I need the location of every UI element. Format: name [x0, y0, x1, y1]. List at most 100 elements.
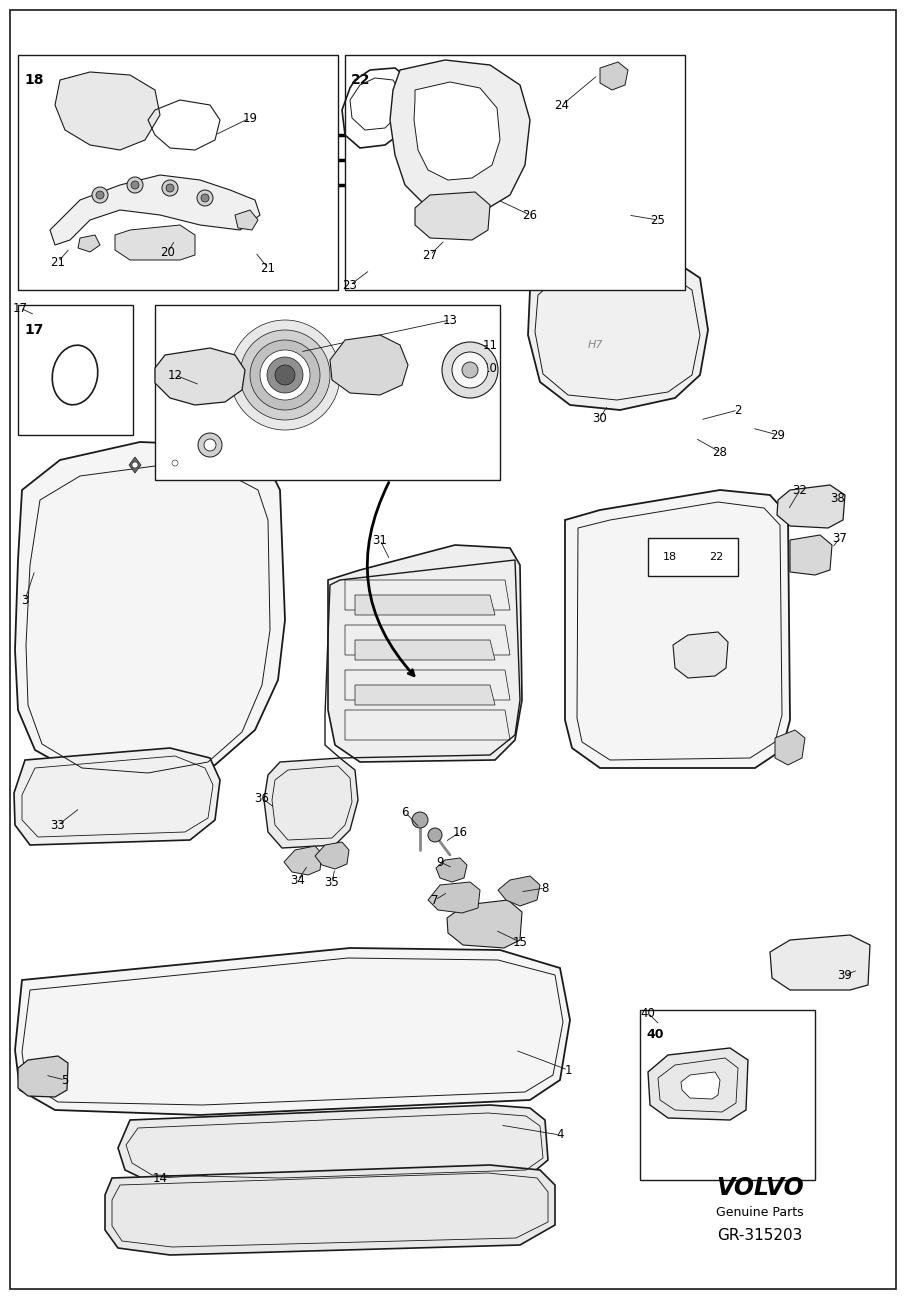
- Text: VOLVO: VOLVO: [716, 1176, 804, 1200]
- Polygon shape: [565, 490, 790, 768]
- Circle shape: [198, 433, 222, 457]
- Text: 4: 4: [556, 1129, 564, 1142]
- Text: 24: 24: [554, 99, 570, 112]
- Text: 29: 29: [770, 429, 786, 442]
- Text: 11: 11: [483, 339, 497, 352]
- Bar: [155, 305, 500, 481]
- Polygon shape: [264, 759, 358, 848]
- Bar: [640, 1011, 815, 1179]
- Text: 30: 30: [593, 412, 607, 425]
- Polygon shape: [15, 948, 570, 1115]
- Text: 40: 40: [641, 1007, 655, 1020]
- Text: 21: 21: [261, 261, 275, 274]
- Circle shape: [260, 349, 310, 400]
- Polygon shape: [355, 640, 495, 660]
- Bar: [18, 305, 133, 435]
- Polygon shape: [415, 192, 490, 240]
- Text: 6: 6: [401, 805, 409, 818]
- Polygon shape: [328, 546, 522, 763]
- Polygon shape: [355, 595, 495, 614]
- Text: 23: 23: [342, 278, 358, 291]
- Text: 19: 19: [243, 112, 257, 125]
- Text: 40: 40: [646, 1028, 663, 1040]
- Text: 13: 13: [442, 313, 458, 326]
- Polygon shape: [235, 210, 258, 230]
- Polygon shape: [673, 633, 728, 678]
- Text: 33: 33: [51, 818, 65, 831]
- Text: 7: 7: [431, 894, 439, 907]
- Polygon shape: [565, 249, 575, 270]
- Circle shape: [275, 365, 295, 385]
- Polygon shape: [498, 876, 540, 905]
- Polygon shape: [330, 335, 408, 395]
- Polygon shape: [447, 900, 522, 948]
- Circle shape: [560, 210, 570, 220]
- Text: 14: 14: [152, 1172, 168, 1185]
- Circle shape: [428, 827, 442, 842]
- Text: 20: 20: [160, 246, 176, 259]
- Text: 32: 32: [793, 483, 807, 496]
- Circle shape: [412, 812, 428, 827]
- Circle shape: [162, 181, 178, 196]
- Text: 9: 9: [437, 856, 444, 869]
- Text: Genuine Parts: Genuine Parts: [716, 1207, 804, 1220]
- Bar: [18, 55, 338, 290]
- Polygon shape: [790, 535, 832, 575]
- Circle shape: [240, 330, 330, 420]
- Polygon shape: [15, 442, 285, 779]
- Polygon shape: [169, 455, 181, 472]
- Polygon shape: [78, 235, 100, 252]
- Circle shape: [452, 352, 488, 388]
- Polygon shape: [775, 730, 805, 765]
- Text: 37: 37: [833, 531, 847, 544]
- Text: 28: 28: [712, 446, 728, 459]
- Text: 18: 18: [663, 552, 677, 562]
- Text: 5: 5: [62, 1073, 69, 1086]
- Text: H7: H7: [587, 340, 602, 349]
- Polygon shape: [55, 71, 160, 149]
- Circle shape: [96, 191, 104, 199]
- Polygon shape: [50, 175, 260, 246]
- Polygon shape: [390, 60, 530, 216]
- Text: 36: 36: [255, 791, 269, 804]
- Text: 15: 15: [513, 935, 527, 948]
- Polygon shape: [600, 62, 628, 90]
- Text: 12: 12: [168, 369, 182, 382]
- Text: 25: 25: [651, 213, 665, 226]
- Polygon shape: [315, 842, 349, 869]
- Polygon shape: [105, 1165, 555, 1255]
- Circle shape: [267, 357, 303, 394]
- Polygon shape: [648, 1048, 748, 1120]
- Text: 38: 38: [831, 491, 845, 504]
- Text: 22: 22: [351, 73, 371, 87]
- Polygon shape: [115, 225, 195, 260]
- Text: 39: 39: [837, 969, 853, 982]
- Polygon shape: [428, 882, 480, 913]
- Circle shape: [442, 342, 498, 397]
- Bar: [648, 538, 738, 575]
- Text: 3: 3: [22, 594, 29, 607]
- Circle shape: [172, 460, 178, 466]
- Circle shape: [132, 462, 138, 468]
- Circle shape: [250, 340, 320, 410]
- Polygon shape: [436, 859, 467, 882]
- Polygon shape: [770, 935, 870, 990]
- Text: 17: 17: [24, 323, 43, 336]
- Text: 16: 16: [452, 825, 467, 838]
- Text: 35: 35: [324, 876, 340, 889]
- Text: 10: 10: [483, 361, 497, 374]
- Polygon shape: [528, 255, 708, 410]
- Text: 8: 8: [541, 882, 549, 895]
- Circle shape: [197, 190, 213, 207]
- Text: 1: 1: [564, 1064, 572, 1077]
- Text: 31: 31: [372, 534, 388, 547]
- Polygon shape: [414, 82, 500, 181]
- Circle shape: [462, 362, 478, 378]
- Text: 17: 17: [13, 301, 27, 314]
- Polygon shape: [18, 1056, 68, 1096]
- Polygon shape: [284, 846, 322, 876]
- Circle shape: [204, 439, 216, 451]
- Circle shape: [230, 320, 340, 430]
- Circle shape: [166, 184, 174, 192]
- Circle shape: [201, 194, 209, 203]
